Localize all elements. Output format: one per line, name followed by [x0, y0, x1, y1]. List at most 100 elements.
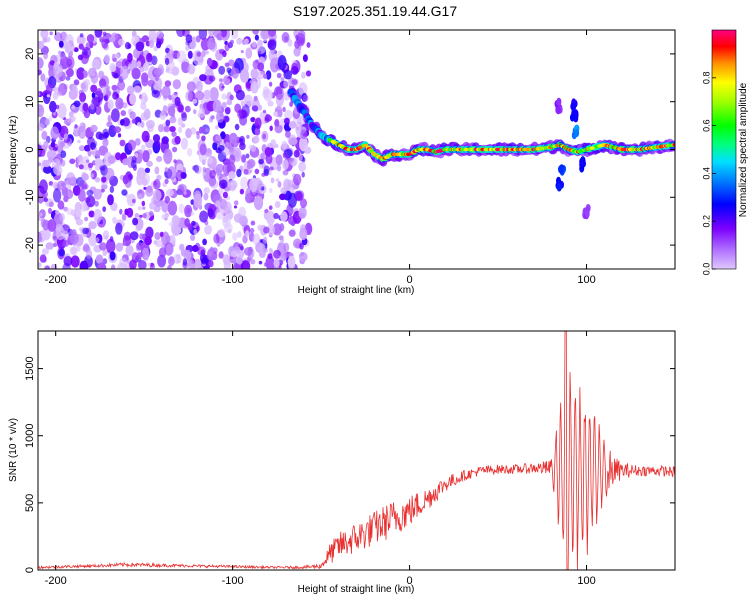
- spectrogram-cell: [96, 88, 102, 94]
- spectrogram-cell: [258, 158, 265, 165]
- spectrogram-cell: [169, 126, 176, 133]
- spectrogram-cell: [131, 155, 137, 164]
- spectrogram-cell: [106, 85, 110, 91]
- spectrogram-cell: [250, 220, 256, 226]
- spectrogram-cell: [237, 231, 242, 238]
- spectrogram-cell: [142, 213, 147, 219]
- spectrogram-cell: [41, 248, 50, 255]
- spectrogram-cell: [98, 70, 105, 79]
- spectrogram-cell: [126, 193, 137, 207]
- spectrogram-cell: [171, 225, 182, 235]
- spectrogram-cell: [69, 158, 76, 165]
- snr-frame: [37, 330, 676, 571]
- spectrogram-cell: [167, 166, 177, 180]
- spectrogram-cell: [55, 104, 60, 110]
- spectrogram-cell: [180, 137, 189, 150]
- spectrogram-cell: [133, 85, 142, 94]
- colorbar-label: Normalized spectral amplitude: [738, 82, 749, 217]
- spectrogram-cell: [185, 44, 191, 51]
- spectrogram-cell: [280, 77, 285, 82]
- spectrogram-cell: [47, 219, 57, 232]
- spectrogram-cell: [278, 235, 284, 241]
- spectrogram-cell: [120, 65, 129, 80]
- spectrogram-cell: [100, 188, 105, 193]
- spectrogram-cell: [218, 251, 224, 259]
- spectrogram-cell: [230, 250, 238, 258]
- spectrogram-cell: [302, 54, 308, 62]
- spectrogram-cell: [273, 249, 281, 259]
- spectrogram-cell: [111, 84, 118, 91]
- spectrogram-cell: [240, 215, 248, 227]
- spectrogram-cell: [45, 118, 50, 126]
- spectrogram-cell: [267, 253, 273, 260]
- spectrogram-cell: [205, 148, 213, 157]
- spectrogram-cell: [46, 94, 51, 98]
- spectrogram-cell: [93, 188, 102, 200]
- spectrogram-cell: [167, 265, 172, 269]
- spectrogram-cell: [269, 166, 274, 171]
- spectrogram-cell: [69, 232, 79, 245]
- spectrogram-cell: [218, 186, 224, 195]
- spectrogram-cell: [589, 146, 595, 150]
- snr-x-tick-label: -100: [222, 575, 244, 587]
- spectrogram-cell: [193, 193, 203, 208]
- spectrogram-cell: [90, 124, 98, 133]
- spectrogram-cell: [134, 152, 139, 158]
- spectrogram-cell: [140, 92, 148, 105]
- spectrogram-cell: [276, 72, 282, 79]
- spectrogram-cell: [236, 168, 242, 178]
- spectrogram-cell: [87, 162, 94, 168]
- spectrogram-cell: [150, 31, 159, 40]
- spectrogram-cell: [218, 65, 226, 75]
- spectrogram-cell: [275, 86, 284, 101]
- spectrogram-cell: [288, 157, 298, 166]
- spectrogram-cell: [282, 159, 289, 171]
- spectrogram-cell: [109, 64, 117, 72]
- spectrogram-cell: [86, 34, 95, 43]
- spectrogram-cell: [94, 157, 102, 167]
- spectrogram-cell: [48, 201, 54, 208]
- spectrogram-cell: [302, 94, 309, 102]
- spectrogram-cell: [107, 155, 116, 165]
- spectrogram-cell: [91, 92, 96, 99]
- spectrogram-cell: [257, 39, 263, 48]
- spectrogram-cell: [151, 89, 160, 98]
- spectrogram-cell: [262, 133, 267, 140]
- spectrogram-y-tick-label: 20: [24, 48, 36, 60]
- spectrogram-cell: [249, 177, 258, 193]
- spectrogram-cell: [142, 206, 146, 210]
- spectrogram-cell: [199, 126, 204, 134]
- spectrogram-cell: [95, 105, 102, 116]
- spectrogram-cell: [220, 30, 227, 38]
- colorbar-tick-label: 0.2: [701, 215, 711, 228]
- spectrogram-cell: [102, 128, 109, 140]
- spectrogram-cell: [190, 127, 197, 135]
- spectrogram-cell: [151, 55, 158, 66]
- spectrogram-cell: [195, 80, 203, 93]
- spectrogram-cell: [240, 100, 246, 107]
- spectrogram-cell: [102, 230, 110, 241]
- spectrogram-cell: [285, 130, 291, 138]
- spectrogram-cell: [152, 76, 163, 92]
- spectrogram-cell: [68, 111, 74, 118]
- spectrogram-cell: [144, 167, 151, 173]
- spectrogram-cell: [83, 243, 90, 251]
- spectrogram-cell: [221, 93, 227, 100]
- spectrogram-cell: [191, 36, 197, 42]
- spectrogram-cell: [102, 206, 107, 213]
- spectrogram-cell: [176, 253, 181, 260]
- spectrogram-cell: [57, 91, 62, 97]
- spectrogram-cell: [107, 115, 112, 122]
- spectrogram-cell: [252, 30, 259, 35]
- spectrogram-cell: [192, 244, 199, 253]
- snr-x-axis-label: Height of straight line (km): [298, 584, 415, 595]
- spectrogram-cell: [113, 126, 122, 133]
- snr-series-line: [38, 331, 675, 570]
- spectrogram-cell: [95, 254, 104, 264]
- spectrogram-cell: [283, 80, 289, 89]
- spectrogram-cell: [70, 255, 80, 268]
- spectrogram-cell: [205, 128, 209, 133]
- spectrogram-cell: [209, 169, 216, 179]
- spectrogram-cell: [94, 200, 99, 207]
- spectrogram-cell: [293, 149, 300, 158]
